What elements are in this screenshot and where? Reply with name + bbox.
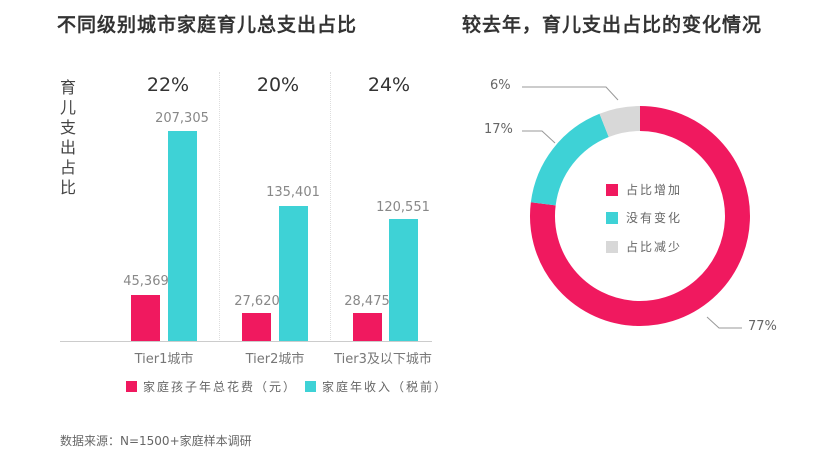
left-chart-title: 不同级别城市家庭育儿总支出占比	[57, 14, 358, 36]
spend-value-tier1: 45,369	[123, 274, 169, 289]
spend-bar-tier3	[353, 313, 382, 341]
category-label-tier3: Tier3及以下城市	[334, 352, 432, 367]
category-label-tier1: Tier1城市	[134, 352, 194, 367]
leader-line-decrease	[522, 86, 619, 101]
legend-item-spend: 家庭孩子年总花费（元）	[126, 378, 297, 395]
category-label-tier2: Tier2城市	[245, 352, 305, 367]
legend-label-income: 家庭年收入（税前）	[322, 380, 449, 394]
legend-swatch-cyan	[305, 381, 316, 392]
donut-legend-label-decrease: 占比减少	[626, 240, 683, 254]
slice-label-nochange: 17%	[484, 122, 513, 137]
donut-legend-nochange: 没有变化	[606, 209, 682, 226]
donut-slice-decrease	[599, 106, 641, 138]
income-value-tier3: 120,551	[376, 200, 430, 215]
group-ratio-tier2: 20%	[256, 74, 300, 96]
data-source-note: 数据来源：N=1500+家庭样本调研	[60, 434, 252, 448]
x-axis-baseline	[60, 341, 432, 342]
income-bar-tier2	[279, 206, 308, 341]
group-ratio-tier1: 22%	[146, 74, 190, 96]
donut-slice-increase	[530, 106, 750, 326]
legend-swatch-cyan	[606, 211, 618, 224]
group-ratio-tier3: 24%	[367, 74, 411, 96]
legend-swatch-gray	[606, 240, 618, 253]
income-bar-tier1	[168, 131, 197, 341]
spend-value-tier3: 28,475	[344, 294, 390, 309]
donut-slice-nochange	[530, 113, 610, 206]
spend-value-tier2: 27,620	[234, 294, 280, 309]
income-value-tier2: 135,401	[266, 185, 320, 200]
spend-bar-tier2	[242, 313, 271, 341]
income-value-tier1: 207,305	[155, 111, 209, 126]
legend-label-spend: 家庭孩子年总花费（元）	[143, 380, 298, 394]
donut-legend-decrease: 占比减少	[606, 238, 682, 255]
slice-label-increase: 77%	[748, 319, 777, 334]
slice-label-decrease: 6%	[490, 78, 511, 93]
donut-legend-label-increase: 占比增加	[626, 183, 683, 197]
legend-item-income: 家庭年收入（税前）	[305, 378, 448, 395]
y-axis-label: 育儿支出占比	[59, 78, 76, 197]
legend-swatch-pink	[606, 183, 618, 196]
right-chart-title: 较去年，育儿支出占比的变化情况	[462, 14, 763, 36]
income-bar-tier3	[389, 219, 418, 341]
donut-legend-increase: 占比增加	[606, 181, 682, 198]
group-divider	[330, 72, 331, 340]
donut-legend-label-nochange: 没有变化	[626, 211, 683, 225]
leader-line-increase	[706, 316, 742, 329]
leader-line-nochange	[522, 130, 556, 144]
legend-swatch-pink	[126, 381, 137, 392]
group-divider	[219, 72, 220, 340]
spend-bar-tier1	[131, 295, 160, 341]
